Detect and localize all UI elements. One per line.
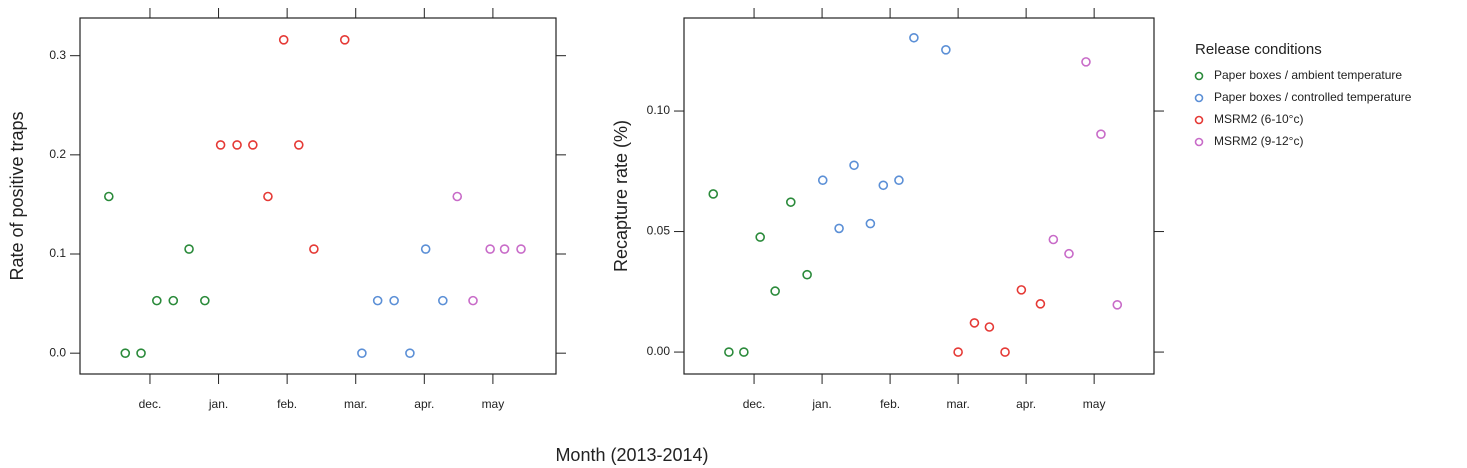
data-point	[802, 269, 812, 280]
y-tick-label: 0.00	[647, 344, 671, 358]
data-point	[1048, 234, 1059, 245]
data-point	[499, 244, 510, 254]
data-point	[1000, 347, 1010, 357]
data-point	[969, 318, 980, 328]
data-point	[309, 244, 319, 254]
legend-marker	[1194, 93, 1204, 103]
data-point	[770, 286, 780, 296]
y-tick-label: 0.3	[49, 48, 66, 62]
data-point	[278, 35, 289, 45]
data-point	[200, 295, 210, 306]
data-point	[785, 197, 796, 207]
data-point	[1081, 57, 1091, 67]
data-point	[248, 140, 258, 150]
data-point	[909, 32, 919, 43]
x-tick-label: mar.	[344, 397, 367, 411]
data-point	[293, 140, 304, 150]
x-tick-label: jan.	[811, 397, 831, 411]
plot-frame	[683, 17, 1155, 375]
data-point	[452, 191, 463, 202]
x-tick-label: dec.	[743, 397, 766, 411]
y-tick-label: 0.10	[647, 103, 671, 117]
y-axis-title: Recapture rate (%)	[611, 120, 631, 272]
data-point	[1016, 285, 1027, 295]
y-tick-label: 0.0	[49, 345, 66, 359]
data-point	[168, 295, 179, 306]
data-point	[755, 232, 765, 242]
legend-label: Paper boxes / controlled temperature	[1214, 90, 1412, 104]
data-point	[739, 347, 749, 357]
data-point	[1035, 299, 1046, 309]
data-point	[232, 140, 242, 150]
data-point	[420, 244, 431, 254]
data-point	[104, 191, 114, 202]
data-point	[184, 244, 194, 254]
data-point	[865, 218, 876, 229]
data-point	[894, 175, 904, 186]
data-point	[1096, 129, 1106, 139]
plot-frame	[79, 17, 557, 375]
data-point	[339, 35, 350, 45]
data-point	[953, 347, 963, 357]
data-point	[878, 180, 889, 191]
data-point	[152, 295, 162, 306]
data-point	[817, 175, 828, 186]
x-tick-label: dec.	[139, 397, 162, 411]
legend-marker	[1194, 137, 1204, 147]
data-point	[405, 348, 415, 358]
data-point	[263, 191, 273, 202]
data-point	[357, 348, 367, 358]
y-tick-label: 0.2	[49, 147, 66, 161]
x-tick-label: apr.	[414, 397, 434, 411]
x-tick-label: feb.	[880, 397, 900, 411]
legend-label: MSRM2 (9-12°c)	[1214, 134, 1303, 148]
x-tick-label: apr.	[1016, 397, 1036, 411]
data-point	[389, 295, 399, 306]
data-point	[215, 140, 226, 150]
x-tick-label: may	[482, 397, 505, 411]
y-tick-label: 0.1	[49, 246, 66, 260]
y-axis-title: Rate of positive traps	[7, 111, 27, 280]
data-point	[485, 244, 495, 254]
data-point	[708, 189, 719, 199]
legend-label: MSRM2 (6-10°c)	[1214, 112, 1303, 126]
data-point	[834, 223, 844, 234]
data-point	[1064, 248, 1074, 259]
x-tick-label: may	[1083, 397, 1106, 411]
data-point	[120, 348, 131, 358]
data-point	[438, 295, 448, 306]
data-point	[372, 295, 383, 306]
data-point	[136, 348, 146, 358]
legend-marker	[1194, 71, 1204, 81]
legend-marker	[1194, 115, 1204, 125]
legend-label: Paper boxes / ambient temperature	[1214, 68, 1402, 82]
data-point	[1112, 300, 1123, 310]
data-point	[516, 244, 526, 254]
data-point	[724, 347, 734, 357]
x-axis-title: Month (2013-2014)	[555, 445, 708, 465]
x-tick-label: mar.	[946, 397, 969, 411]
y-tick-label: 0.05	[647, 224, 671, 238]
x-tick-label: feb.	[277, 397, 297, 411]
data-point	[468, 295, 478, 306]
data-point	[941, 45, 951, 55]
data-point	[984, 322, 995, 332]
legend-title: Release conditions	[1195, 41, 1322, 58]
x-tick-label: jan.	[208, 397, 228, 411]
data-point	[849, 160, 859, 171]
